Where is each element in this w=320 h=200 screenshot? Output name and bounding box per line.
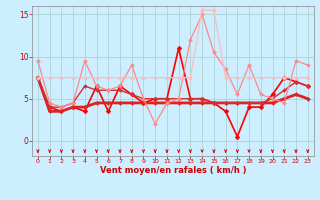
X-axis label: Vent moyen/en rafales ( km/h ): Vent moyen/en rafales ( km/h ) (100, 166, 246, 175)
